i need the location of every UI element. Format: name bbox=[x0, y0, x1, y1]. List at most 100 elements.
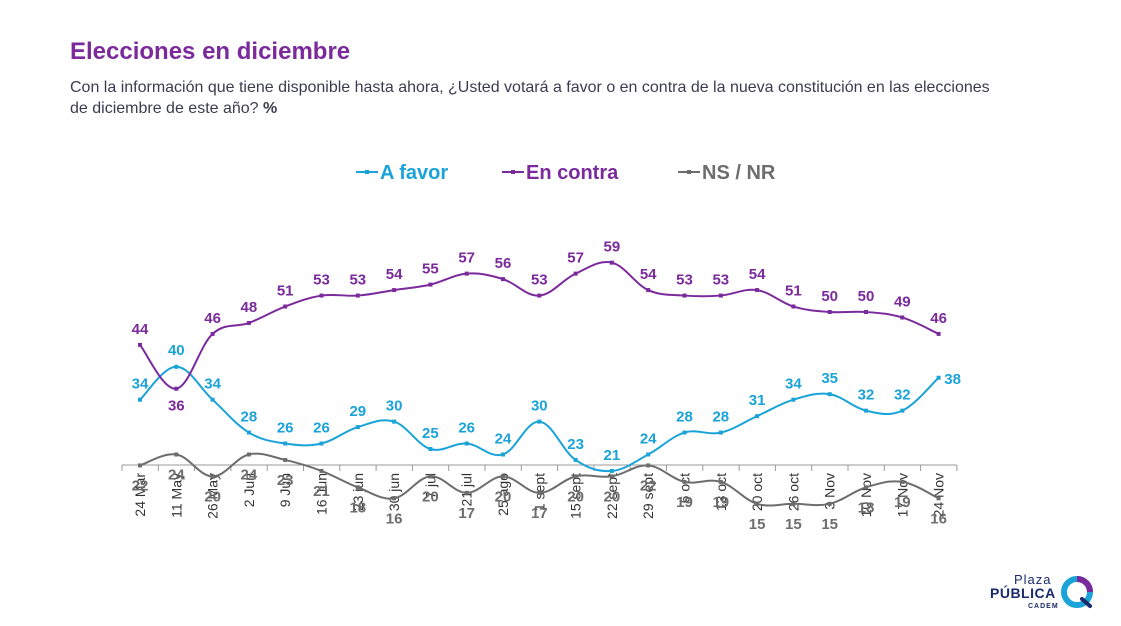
x-tick-label: 15 sept bbox=[568, 473, 584, 519]
data-point bbox=[682, 430, 687, 435]
data-label-a-favor: 23 bbox=[567, 436, 584, 453]
data-label-ns-nr: 18 bbox=[349, 499, 366, 516]
data-point bbox=[537, 419, 542, 424]
data-point bbox=[319, 293, 324, 298]
data-label-ns-nr: 21 bbox=[313, 483, 330, 500]
data-label-en-contra: 54 bbox=[749, 266, 766, 283]
data-label-a-favor: 30 bbox=[531, 398, 548, 415]
logo-line-publica: PÚBLICA bbox=[990, 585, 1056, 601]
data-label-a-favor: 24 bbox=[640, 430, 657, 447]
data-label-ns-nr: 15 bbox=[749, 516, 766, 533]
x-tick-label: 3 Nov bbox=[822, 473, 838, 510]
data-label-ns-nr: 23 bbox=[277, 472, 294, 489]
legend-swatch-marker bbox=[511, 170, 515, 174]
x-tick-label: 7 jul bbox=[422, 473, 438, 499]
x-tick-label: 29 sept bbox=[640, 473, 656, 519]
data-label-ns-nr: 17 bbox=[458, 505, 475, 522]
data-label-a-favor: 34 bbox=[204, 376, 221, 393]
x-tick-label: 24 Mar bbox=[132, 473, 148, 517]
data-point bbox=[210, 397, 215, 402]
page-title: Elecciones en diciembre bbox=[70, 38, 351, 65]
data-point bbox=[573, 271, 578, 276]
x-tick-label: 10 Nov bbox=[858, 473, 874, 517]
data-point bbox=[537, 490, 542, 495]
unit-label: % bbox=[263, 100, 278, 117]
x-tick-label: 24 Nov bbox=[931, 473, 947, 517]
data-point bbox=[682, 293, 687, 298]
data-point bbox=[827, 501, 832, 506]
logo-line-cadem: CADEM bbox=[1028, 603, 1059, 610]
data-point bbox=[355, 485, 360, 490]
data-point bbox=[355, 293, 360, 298]
data-point bbox=[428, 447, 433, 451]
data-point bbox=[827, 392, 832, 397]
x-tick-label: 11 May bbox=[168, 473, 184, 518]
data-label-en-contra: 56 bbox=[495, 255, 512, 272]
data-label-a-favor: 35 bbox=[821, 370, 838, 387]
data-point bbox=[864, 408, 868, 413]
data-point bbox=[174, 386, 179, 391]
data-point bbox=[827, 310, 832, 314]
data-point bbox=[138, 463, 142, 468]
data-label-a-favor: 32 bbox=[894, 387, 911, 404]
data-label-a-favor: 26 bbox=[277, 420, 294, 437]
question-body: Con la información que tiene disponible … bbox=[70, 79, 990, 117]
data-label-en-contra: 49 bbox=[894, 293, 911, 310]
data-label-a-favor: 28 bbox=[241, 409, 258, 426]
data-point bbox=[609, 468, 614, 473]
data-point bbox=[900, 315, 905, 320]
data-label-ns-nr: 20 bbox=[422, 488, 439, 505]
legend-swatch-marker bbox=[687, 170, 691, 174]
data-label-a-favor: 31 bbox=[749, 392, 766, 409]
data-label-a-favor: 21 bbox=[604, 447, 621, 464]
data-label-en-contra: 53 bbox=[349, 272, 366, 289]
data-point bbox=[246, 430, 251, 435]
data-point bbox=[174, 364, 179, 369]
data-point bbox=[464, 271, 469, 276]
logo-line-plaza: Plaza bbox=[1014, 572, 1052, 587]
data-point bbox=[428, 282, 433, 287]
data-label-a-favor: 26 bbox=[458, 420, 475, 437]
data-point bbox=[864, 485, 868, 490]
data-label-a-favor: 25 bbox=[422, 425, 439, 442]
data-label-a-favor: 28 bbox=[676, 409, 693, 426]
x-tick-label: 2 Jun bbox=[241, 473, 257, 507]
data-label-a-favor: 30 bbox=[386, 398, 403, 415]
data-label-a-favor: 32 bbox=[858, 387, 875, 404]
data-point bbox=[392, 288, 397, 293]
data-point bbox=[936, 375, 941, 380]
data-point bbox=[355, 425, 360, 430]
data-point bbox=[609, 260, 614, 265]
data-point bbox=[791, 304, 796, 309]
question-text: Con la información que tiene disponible … bbox=[70, 77, 1010, 119]
data-label-ns-nr: 15 bbox=[821, 516, 838, 533]
data-point bbox=[464, 490, 469, 495]
data-label-ns-nr: 19 bbox=[712, 494, 729, 511]
data-point bbox=[464, 441, 469, 446]
data-point bbox=[573, 457, 578, 462]
data-label-en-contra: 46 bbox=[930, 310, 947, 327]
data-label-en-contra: 54 bbox=[386, 266, 403, 283]
legend-label: En contra bbox=[526, 162, 619, 184]
data-point bbox=[392, 419, 397, 424]
data-point bbox=[174, 452, 179, 457]
data-label-ns-nr: 24 bbox=[241, 466, 258, 483]
data-point bbox=[755, 414, 760, 419]
data-point bbox=[718, 293, 723, 298]
data-point bbox=[718, 479, 723, 484]
data-point bbox=[537, 293, 542, 298]
data-label-en-contra: 59 bbox=[604, 239, 621, 256]
data-point bbox=[936, 496, 941, 501]
data-point bbox=[246, 320, 251, 325]
data-point bbox=[210, 474, 215, 479]
data-point bbox=[428, 474, 433, 479]
data-point bbox=[791, 501, 796, 506]
data-label-ns-nr: 20 bbox=[567, 488, 584, 505]
data-label-en-contra: 53 bbox=[313, 272, 330, 289]
data-label-en-contra: 51 bbox=[785, 283, 802, 300]
data-label-a-favor: 24 bbox=[495, 430, 512, 447]
data-label-ns-nr: 24 bbox=[168, 466, 185, 483]
data-label-ns-nr: 16 bbox=[386, 510, 403, 527]
data-point bbox=[718, 430, 723, 435]
